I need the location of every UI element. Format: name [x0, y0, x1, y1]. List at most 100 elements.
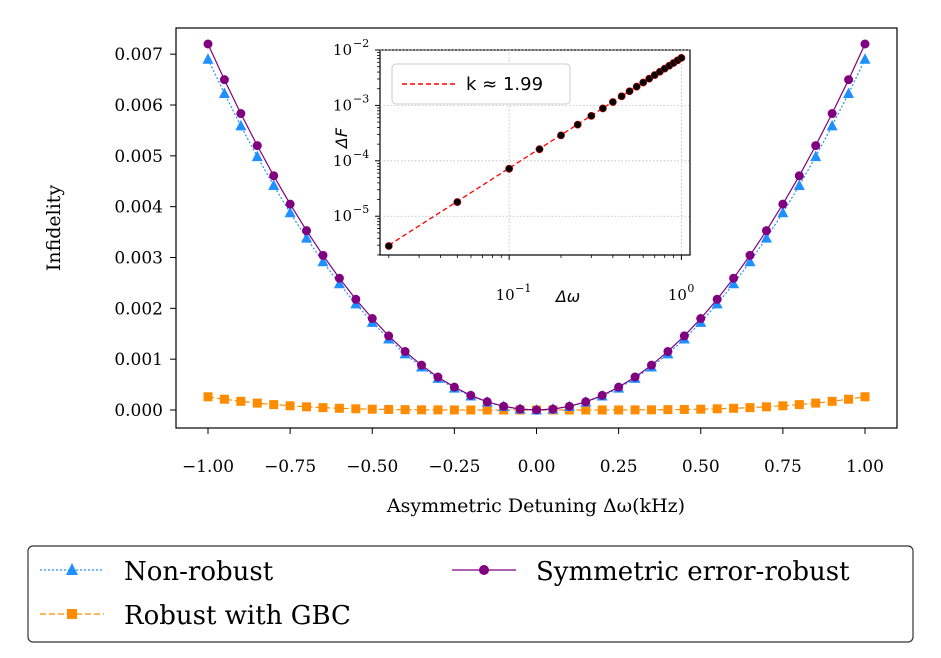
series-point-symmetric-error-robust [663, 346, 673, 356]
main-y-tick-label: 0.006 [114, 96, 163, 116]
series-point-robust-with-gbc [844, 394, 854, 404]
series-point-symmetric-error-robust [532, 405, 541, 415]
inset-data-point [453, 198, 462, 206]
series-point-robust-with-gbc [384, 404, 394, 414]
main-x-tick-label: 0.75 [764, 457, 802, 477]
legend-non-robust-marker [66, 563, 78, 575]
legend-item-non-robust: Non-robust [40, 557, 274, 587]
series-point-robust-with-gbc [285, 401, 295, 411]
series-point-symmetric-error-robust [433, 372, 443, 382]
series-point-symmetric-error-robust [646, 360, 656, 370]
legend-robust-gbc-marker [67, 609, 77, 619]
inset-y-axis-label: ΔF [332, 127, 351, 150]
series-point-symmetric-error-robust [351, 294, 361, 304]
series-point-symmetric-error-robust [844, 75, 854, 85]
inset-data-point [573, 120, 582, 129]
series-point-symmetric-error-robust [318, 250, 328, 260]
series-point-non-robust [744, 255, 756, 267]
series-point-symmetric-error-robust [597, 390, 607, 400]
series-point-robust-with-gbc [597, 405, 607, 415]
series-point-symmetric-error-robust [203, 39, 213, 49]
series-point-robust-with-gbc [466, 405, 476, 415]
series-point-symmetric-error-robust [515, 404, 525, 414]
legend-non-robust-label: Non-robust [124, 557, 274, 587]
series-point-symmetric-error-robust [712, 294, 722, 304]
series-point-symmetric-error-robust [417, 360, 427, 370]
inset-data-point [557, 131, 565, 140]
series-point-robust-with-gbc [614, 405, 624, 415]
inset-legend-box [391, 63, 571, 105]
series-point-symmetric-error-robust [811, 141, 821, 151]
inset-series-group [384, 54, 686, 250]
main-x-tick-label: −0.50 [346, 457, 398, 477]
series-point-symmetric-error-robust [761, 226, 771, 236]
series-point-robust-with-gbc [729, 403, 739, 413]
series-point-symmetric-error-robust [630, 372, 640, 382]
legend-robust-gbc-label: Robust with GBC [124, 601, 351, 631]
series-point-robust-with-gbc [581, 405, 591, 415]
series-point-symmetric-error-robust [269, 171, 279, 181]
series-point-symmetric-error-robust [236, 109, 246, 119]
inset-data-point [505, 164, 514, 173]
series-point-robust-with-gbc [203, 392, 213, 402]
series-point-symmetric-error-robust [400, 346, 410, 356]
series-point-robust-with-gbc [433, 405, 443, 415]
series-line-non-robust [207, 59, 866, 411]
bottom-legend: Non-robust Robust with GBC Symmetric err… [27, 545, 914, 643]
series-point-robust-with-gbc [778, 401, 788, 411]
series-point-non-robust [793, 179, 805, 191]
inset-y-axis: 10−210−310−410−5 [333, 37, 380, 225]
series-point-symmetric-error-robust [564, 401, 574, 411]
main-y-axis: 0.000 0.001 0.002 0.003 0.004 0.005 0.006 0.007 [114, 45, 176, 421]
inset-data-point [625, 87, 634, 96]
series-point-non-robust [760, 232, 772, 243]
main-x-tick-label: 0.25 [600, 457, 638, 477]
inset-x-axis-label: Δω [554, 287, 580, 306]
inset-data-point [587, 111, 596, 120]
inset-data-point [598, 104, 607, 113]
series-point-robust-with-gbc [860, 392, 870, 402]
series-point-robust-with-gbc [269, 400, 279, 410]
series-point-robust-with-gbc [367, 404, 377, 414]
inset-y-tick-label: 10 [333, 41, 352, 59]
series-point-robust-with-gbc [745, 403, 755, 413]
series-point-robust-with-gbc [449, 405, 459, 415]
series-point-non-robust [826, 119, 838, 131]
inset-y-tick-label: 10 [333, 96, 352, 114]
main-y-tick-label: 0.000 [114, 401, 163, 421]
main-x-tick-label: 0.50 [682, 457, 720, 477]
series-point-robust-with-gbc [417, 405, 427, 415]
series-point-symmetric-error-robust [384, 331, 394, 341]
inset-data-point [384, 242, 393, 250]
series-point-robust-with-gbc [794, 400, 804, 410]
series-point-non-robust [301, 232, 313, 243]
series-point-non-robust [317, 255, 329, 267]
series-point-symmetric-error-robust [679, 331, 689, 341]
inset-y-tick-exponent: −2 [353, 37, 369, 50]
series-point-robust-with-gbc [400, 405, 410, 415]
inset-y-tick-exponent: −4 [353, 148, 369, 161]
main-x-tick-label: 0.00 [518, 457, 556, 477]
series-point-robust-with-gbc [252, 398, 262, 408]
series-point-non-robust [333, 277, 345, 289]
inset-minor-ticks [377, 52, 674, 258]
inset-legend-fit-label: k ≈ 1.99 [466, 74, 543, 95]
inset-x-tick-exponent: 0 [687, 282, 694, 295]
series-point-symmetric-error-robust [285, 199, 295, 209]
series-point-symmetric-error-robust [482, 397, 492, 407]
main-x-axis: −1.00 −0.75 −0.50 −0.25 0.00 0.25 0.50 0.75 1.00 [182, 428, 884, 477]
series-point-non-robust [843, 87, 855, 98]
main-x-tick-label: −1.00 [182, 457, 234, 477]
series-point-robust-with-gbc [679, 404, 689, 414]
inset-data-point [645, 74, 654, 83]
main-series-group [202, 39, 871, 415]
series-point-symmetric-error-robust [794, 171, 804, 181]
main-y-tick-label: 0.002 [114, 299, 163, 319]
legend-box [27, 545, 914, 643]
legend-symmetric-label: Symmetric error-robust [536, 557, 850, 587]
series-point-robust-with-gbc [351, 404, 361, 414]
series-point-symmetric-error-robust [729, 273, 739, 283]
series-point-robust-with-gbc [219, 394, 229, 404]
inset-x-tick-label: 10 [496, 286, 515, 304]
